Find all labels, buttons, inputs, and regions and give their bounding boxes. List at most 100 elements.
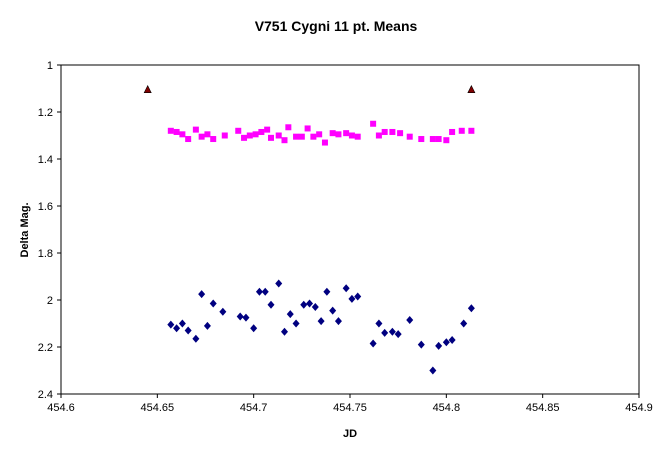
data-point-diamond: [317, 317, 325, 326]
data-point-diamond: [417, 340, 425, 349]
data-point-diamond: [334, 317, 342, 326]
data-point-diamond: [435, 341, 443, 350]
data-point-square: [348, 132, 355, 139]
data-point-square: [381, 128, 388, 135]
x-tick-label: 454.6: [47, 402, 75, 414]
y-tick-label: 2.2: [38, 342, 53, 354]
data-point-square: [458, 127, 465, 134]
data-point-square: [252, 131, 259, 138]
data-point-diamond: [460, 319, 468, 328]
x-axis: 454.6 454.65 454.7 454.75 454.8 454.85 454.9: [47, 394, 653, 414]
data-point-diamond: [329, 306, 337, 315]
data-point-square: [310, 133, 317, 140]
data-point-square: [343, 130, 350, 137]
data-point-diamond: [178, 319, 186, 328]
data-point-square: [375, 132, 382, 139]
data-point-square: [179, 131, 186, 138]
data-point-square: [449, 128, 456, 135]
data-point-diamond: [388, 327, 396, 336]
data-point-square: [185, 136, 192, 143]
data-point-diamond: [250, 324, 258, 333]
data-point-square: [204, 131, 211, 138]
data-point-square: [173, 128, 180, 135]
data-point-square: [198, 133, 205, 140]
data-point-square: [443, 137, 450, 144]
data-point-diamond: [381, 328, 389, 337]
data-point-triangle: [467, 85, 476, 93]
data-point-diamond: [173, 324, 181, 333]
data-point-diamond: [209, 299, 217, 308]
x-tick-label: 454.75: [333, 402, 367, 414]
data-point-square: [221, 132, 228, 139]
data-point-diamond: [354, 292, 362, 301]
data-point-square: [264, 126, 271, 133]
data-point-square: [406, 133, 413, 140]
y-tick-label: 2: [47, 295, 53, 307]
data-point-diamond: [198, 290, 206, 299]
data-point-diamond: [429, 366, 437, 375]
data-point-square: [235, 127, 242, 134]
data-point-diamond: [311, 303, 319, 312]
chart-title: V751 Cygni 11 pt. Means: [255, 18, 418, 34]
data-point-square: [321, 139, 328, 146]
data-point-square: [167, 127, 174, 134]
y-tick-label: 1: [47, 60, 53, 72]
data-point-diamond: [292, 319, 300, 328]
x-tick-label: 454.85: [526, 402, 560, 414]
data-point-square: [370, 120, 377, 127]
data-point-square: [281, 137, 288, 144]
data-point-diamond: [203, 321, 211, 330]
data-point-diamond: [306, 299, 314, 308]
y-axis: 1 1.2 1.4 1.6 1.8 2 2.2 2.4: [38, 60, 61, 401]
data-point-diamond: [348, 294, 356, 303]
data-points: [143, 85, 476, 375]
data-point-diamond: [236, 312, 244, 321]
data-point-diamond: [375, 319, 383, 328]
data-point-square: [210, 136, 217, 143]
data-point-square: [285, 124, 292, 131]
x-axis-label: JD: [343, 428, 357, 440]
data-point-square: [397, 130, 404, 137]
data-point-square: [329, 130, 336, 137]
plot-area: [60, 64, 640, 395]
data-point-square: [275, 132, 282, 139]
data-point-diamond: [184, 326, 192, 335]
x-tick-label: 454.9: [625, 402, 653, 414]
data-point-square: [258, 128, 265, 135]
data-point-diamond: [300, 300, 308, 309]
y-axis-label: Delta Mag.: [19, 202, 31, 257]
y-tick-label: 2.4: [38, 389, 53, 401]
data-point-diamond: [342, 284, 350, 293]
data-point-square: [293, 133, 300, 140]
data-point-diamond: [219, 307, 227, 316]
data-point-diamond: [467, 304, 475, 313]
data-point-diamond: [442, 338, 450, 347]
data-point-diamond: [394, 330, 402, 339]
data-point-diamond: [255, 287, 263, 296]
x-tick-label: 454.7: [240, 402, 268, 414]
data-point-diamond: [167, 320, 175, 329]
data-point-diamond: [286, 310, 294, 319]
x-tick-label: 454.8: [433, 402, 461, 414]
y-tick-label: 1.2: [38, 107, 53, 119]
data-point-square: [389, 128, 396, 135]
data-point-square: [435, 136, 442, 143]
data-point-square: [304, 125, 311, 132]
data-point-diamond: [192, 334, 200, 343]
data-point-square: [316, 131, 323, 138]
data-point-square: [246, 132, 253, 139]
x-tick-label: 454.65: [141, 402, 175, 414]
data-point-square: [335, 131, 342, 138]
data-point-square: [298, 133, 305, 140]
y-tick-label: 1.4: [38, 154, 53, 166]
data-point-diamond: [448, 335, 456, 344]
data-point-diamond: [406, 315, 414, 324]
data-point-diamond: [267, 300, 275, 309]
data-point-diamond: [323, 287, 331, 296]
y-tick-label: 1.6: [38, 201, 53, 213]
data-point-square: [468, 127, 475, 134]
data-point-square: [429, 136, 436, 143]
data-point-diamond: [369, 339, 377, 348]
